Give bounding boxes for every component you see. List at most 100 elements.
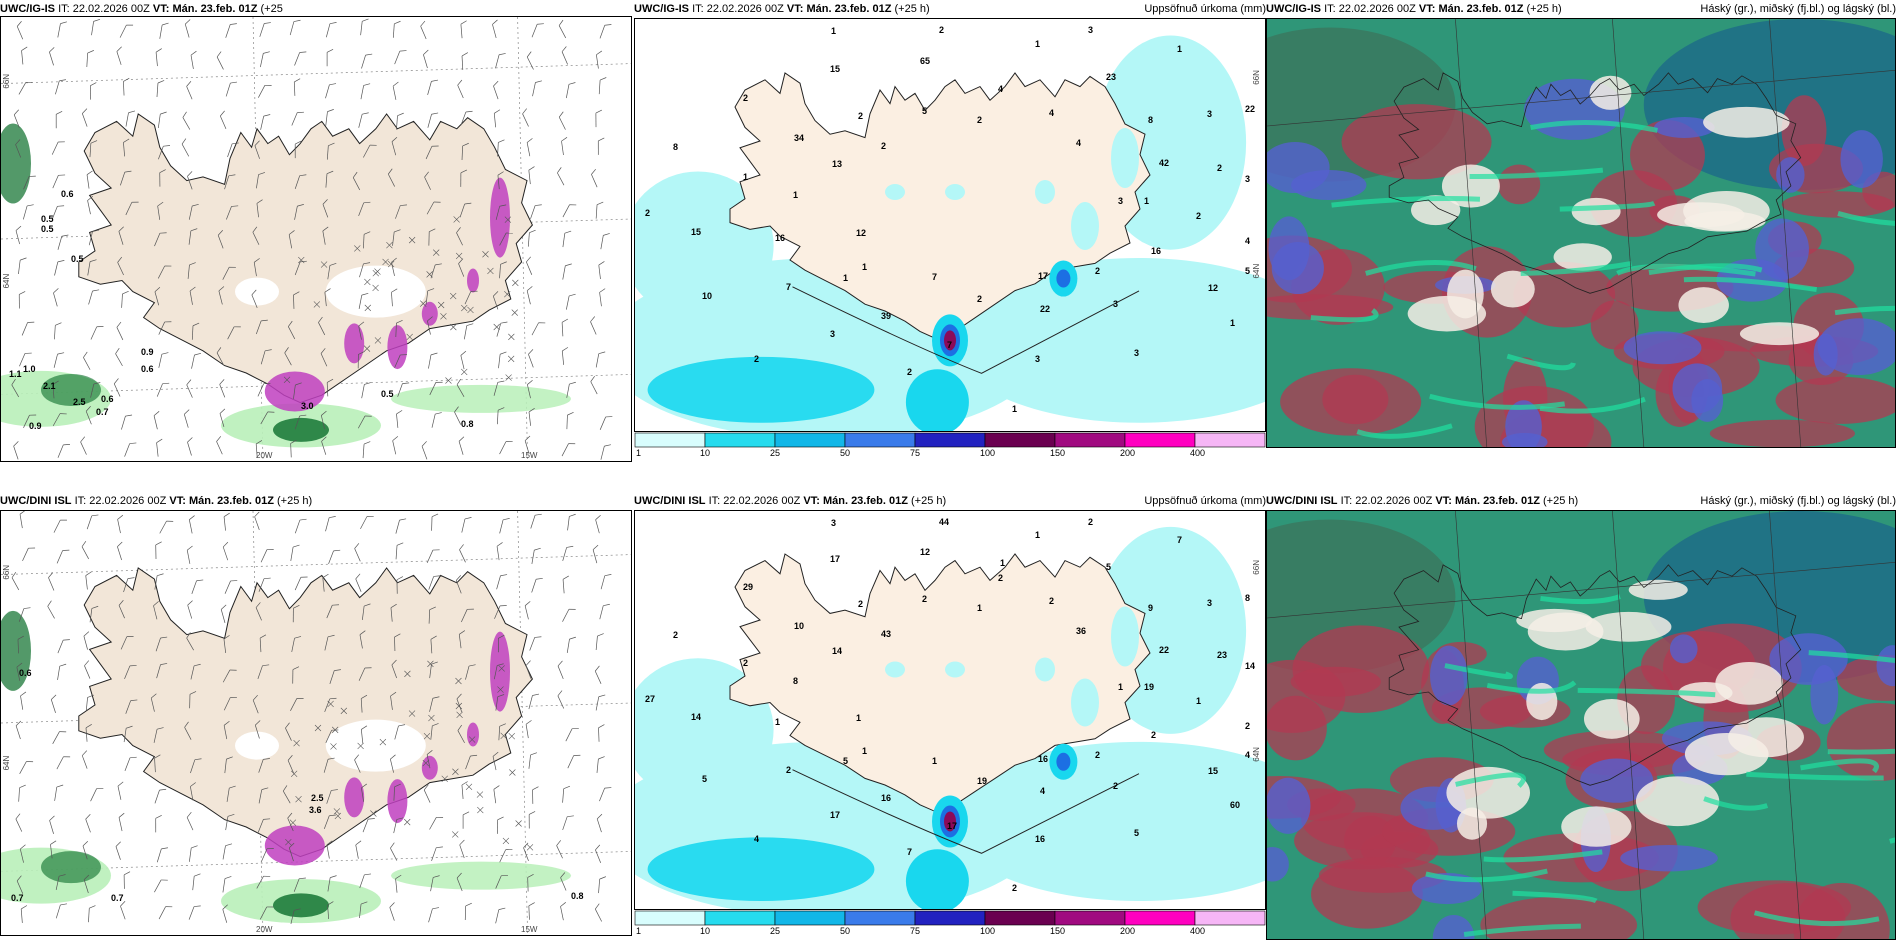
wind-barb-flag	[16, 21, 22, 27]
colorbar-label: 10	[700, 448, 710, 458]
mid-cloud-area	[1497, 164, 1541, 205]
wind-barb	[358, 201, 371, 216]
precip-value-label: 5	[1134, 828, 1139, 838]
value-label: 0.6	[101, 394, 114, 404]
precip-value-label: 12	[1208, 283, 1218, 293]
wind-barb	[158, 321, 172, 335]
wind-barb-staff	[359, 904, 362, 919]
wind-barb-flag	[186, 632, 191, 639]
wind-barb	[528, 407, 535, 426]
wind-barb	[461, 142, 469, 160]
wind-barb	[360, 18, 369, 36]
wind-barb-flag	[80, 436, 86, 443]
wind-barb-flag	[155, 815, 162, 819]
wind-barb-staff	[428, 609, 431, 624]
wind-barb-flag	[287, 812, 293, 819]
wind-barb-flag	[535, 204, 542, 206]
wind-barb-flag	[459, 630, 466, 635]
lon-tick-label: 20W	[256, 925, 273, 934]
wind-barb	[156, 382, 170, 397]
wind-barb-staff	[456, 384, 465, 397]
wind-barb-flag	[598, 137, 605, 142]
wind-barb	[223, 720, 230, 740]
wind-barb-staff	[320, 415, 325, 430]
wind-barb	[392, 436, 399, 455]
wind-barb-staff	[87, 200, 91, 215]
wind-barb	[256, 875, 271, 889]
map-clouds	[1266, 18, 1896, 448]
wind-barb-staff	[290, 698, 298, 711]
wind-barb	[427, 79, 439, 95]
wind-barb-staff	[222, 546, 229, 561]
wind-barb-flag	[159, 788, 167, 791]
wind-barb-staff	[255, 443, 258, 458]
wind-barb	[457, 79, 464, 99]
wind-barb-staff	[390, 607, 393, 622]
wind-barb-staff	[493, 85, 499, 100]
wind-barb	[124, 442, 137, 457]
wind-barb-flag	[432, 723, 439, 727]
panel-header: UWC/IG-IS IT: 22.02.2026 00Z VT: Mán. 23…	[1266, 3, 1562, 15]
wind-barb-staff	[325, 730, 332, 744]
wind-barb-staff	[526, 142, 531, 157]
wind-barb-staff	[85, 819, 91, 833]
wind-barb	[328, 549, 341, 565]
wind-barb-flag	[220, 110, 225, 117]
wind-barb-flag	[15, 139, 21, 145]
wind-barb	[357, 415, 372, 429]
wind-barb	[18, 257, 27, 275]
wind-barb-staff	[153, 729, 158, 743]
wind-barb	[258, 758, 270, 773]
wind-barb-staff	[291, 112, 298, 126]
wind-barb	[88, 905, 96, 923]
wind-barb	[389, 902, 395, 921]
wind-barb-flag	[90, 82, 97, 86]
wind-barb	[396, 410, 403, 428]
wind-barb-staff	[326, 605, 333, 619]
wind-barb-staff	[222, 845, 226, 860]
wind-barb-flag	[557, 690, 563, 697]
wind-barb-staff	[498, 354, 501, 369]
precip-area	[905, 849, 969, 909]
wind-barb	[562, 815, 574, 831]
wind-barb	[216, 347, 224, 366]
wind-barb-flag	[92, 229, 100, 232]
wind-barb-staff	[125, 700, 131, 714]
wind-barb-flag	[57, 352, 65, 355]
wind-barb-flag	[360, 901, 368, 905]
wind-barb-flag	[568, 82, 576, 85]
colorbar-swatch	[704, 910, 776, 926]
wind-barb	[188, 203, 199, 220]
wind-barb-staff	[458, 634, 462, 649]
wind-barb-staff	[427, 320, 431, 335]
wind-barb	[117, 256, 124, 276]
wind-barb-staff	[156, 442, 159, 457]
wind-barb-staff	[456, 877, 463, 892]
wind-barb-flag	[59, 413, 67, 415]
wind-barb	[599, 288, 606, 307]
wind-barb	[116, 46, 122, 65]
wind-barb-flag	[421, 441, 427, 447]
precip-value-label: 5	[1106, 562, 1111, 572]
wind-barb	[532, 80, 543, 97]
precip-value-label: 36	[1076, 626, 1086, 636]
wind-barb	[16, 662, 23, 681]
wind-barb	[187, 171, 193, 190]
wind-barb-flag	[530, 752, 538, 756]
wind-barb-staff	[530, 515, 536, 529]
wind-barb-flag	[499, 605, 507, 607]
rain-patch	[1, 123, 31, 204]
wind-barb-staff	[527, 384, 531, 399]
wind-barb	[557, 690, 565, 709]
wind-barb	[497, 816, 504, 834]
wind-barb	[255, 602, 262, 621]
cloud-edge	[1486, 680, 1577, 694]
wind-barb	[223, 635, 230, 654]
wind-barb-flag	[230, 23, 237, 25]
hatch-mark	[504, 290, 511, 298]
wind-barb-flag	[25, 81, 33, 84]
precip-value-label: 2	[858, 111, 863, 121]
coastline	[792, 769, 1140, 854]
wind-barb	[359, 901, 368, 919]
wind-barb-staff	[190, 759, 196, 774]
